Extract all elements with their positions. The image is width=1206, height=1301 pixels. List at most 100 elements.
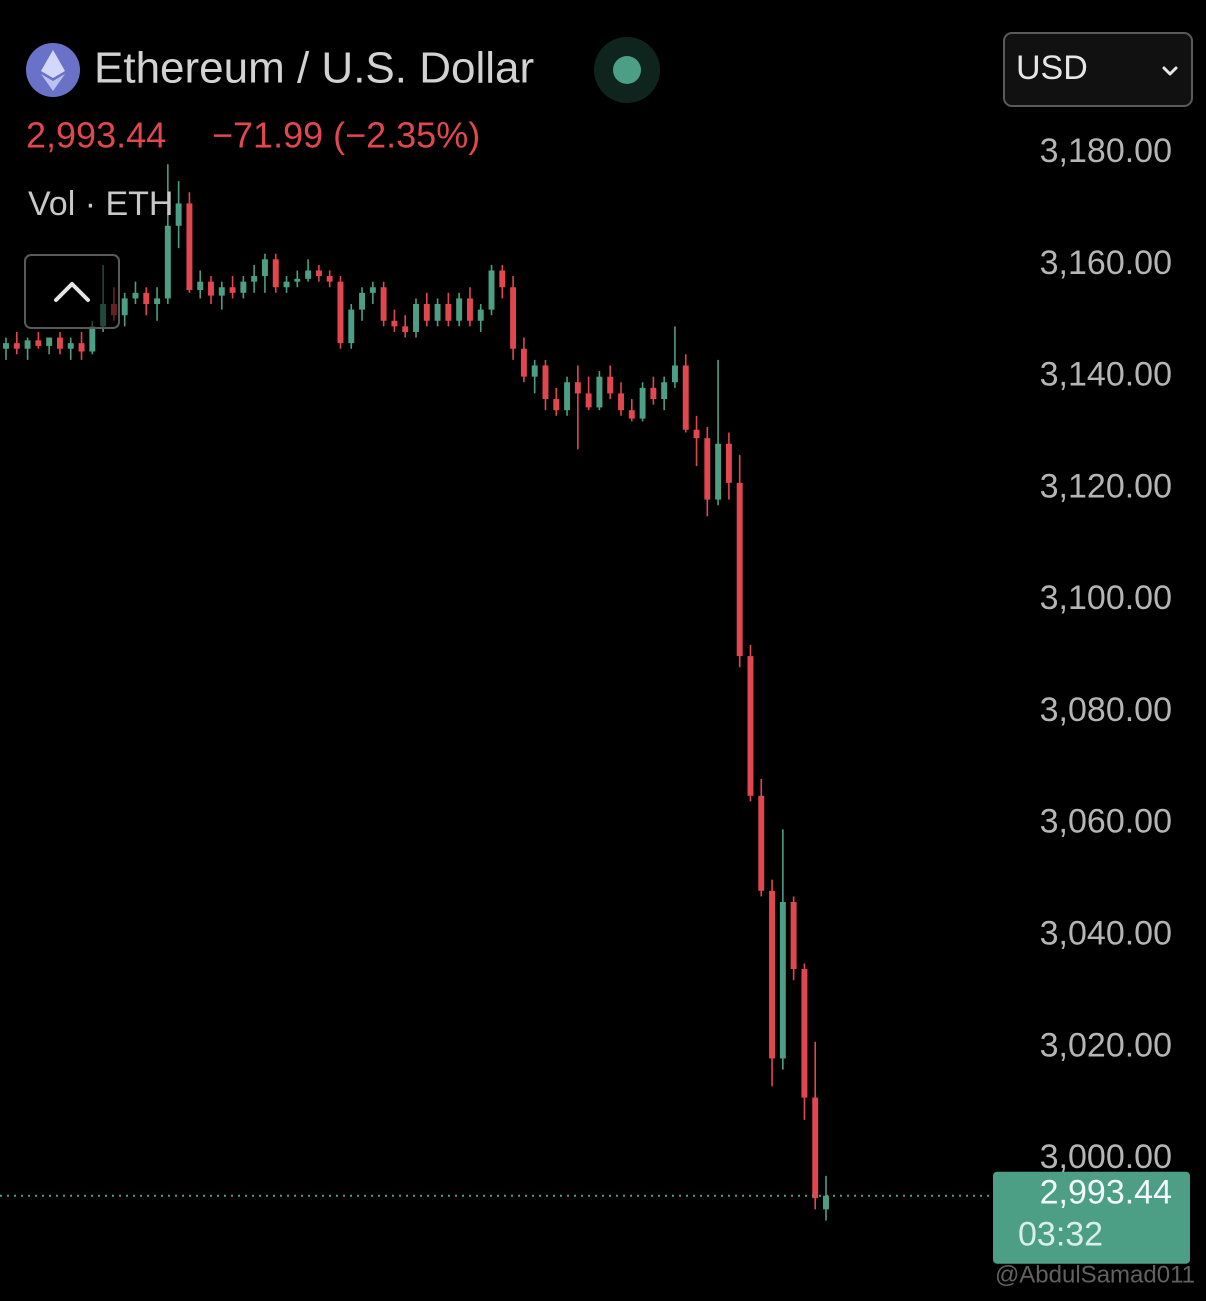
y-tick-label: 3,140.00 — [1040, 356, 1172, 394]
candle-body — [650, 387, 657, 400]
candle-body — [790, 901, 797, 970]
candle-body — [445, 304, 452, 321]
candle-body — [596, 376, 603, 408]
candle-body — [35, 340, 42, 346]
candle-body — [628, 410, 635, 419]
candle-body — [154, 298, 161, 305]
candle-body — [769, 890, 776, 1059]
collapse-button[interactable] — [24, 254, 120, 329]
candle-body — [326, 276, 333, 282]
collapse-button-frame[interactable] — [24, 254, 120, 329]
header: Ethereum / U.S. Dollar 2,993.44 −71.99 (… — [24, 32, 1193, 329]
candle-body — [607, 376, 614, 394]
candle-body — [661, 382, 668, 400]
candle-body — [574, 382, 581, 394]
currency-select[interactable]: USD — [1003, 32, 1193, 107]
candle-body — [240, 281, 247, 293]
chevron-up[interactable] — [54, 282, 90, 302]
candle-body — [402, 326, 409, 332]
candle-body — [391, 320, 398, 327]
candle-body — [434, 304, 441, 321]
candle-body — [499, 270, 506, 288]
candle-body — [229, 287, 236, 293]
candle-body — [682, 365, 689, 430]
candle-body — [197, 281, 204, 291]
candle-body — [78, 343, 85, 352]
candle-body — [801, 969, 808, 1098]
candle-body — [553, 399, 560, 411]
candle-body — [132, 292, 139, 299]
candle-body — [56, 337, 63, 349]
candle-body — [671, 365, 678, 383]
candle-body — [531, 365, 538, 377]
candle-body — [747, 656, 754, 796]
candle-body — [758, 795, 765, 891]
watermark: @AbdulSamad011 — [995, 1261, 1195, 1288]
candle-body — [456, 298, 463, 321]
y-tick-label: 3,180.00 — [1040, 132, 1172, 170]
candle-body — [294, 278, 301, 282]
currency-select-frame[interactable] — [1003, 32, 1193, 107]
candle-body — [67, 343, 74, 349]
candle-body — [369, 287, 376, 293]
candle-body — [725, 443, 732, 483]
last-price-label: 2,993.44 — [1040, 1174, 1172, 1212]
candle-body — [24, 340, 31, 349]
candle-body — [520, 348, 527, 377]
candle-body — [618, 393, 624, 411]
price-axis: 3,000.00 3,020.00 3,040.00 3,060.00 3,080.00… — [1040, 132, 1172, 1176]
candle-body — [315, 270, 322, 277]
candle-body — [715, 443, 722, 500]
candle-body — [175, 203, 182, 226]
candle-body — [380, 287, 387, 321]
candle-body — [121, 298, 128, 316]
y-tick-label: 3,060.00 — [1040, 803, 1172, 841]
candle-body — [423, 304, 430, 321]
candle-body — [348, 309, 355, 344]
candle-body — [488, 270, 495, 310]
candle-body — [164, 225, 171, 299]
y-tick-label: 3,020.00 — [1040, 1026, 1172, 1064]
y-tick-label: 3,120.00 — [1040, 467, 1172, 505]
candle-body — [779, 901, 786, 1059]
y-tick-label: 3,100.00 — [1040, 579, 1172, 617]
chart-title: Ethereum / U.S. Dollar — [94, 44, 534, 93]
volume-label: Vol · ETH — [28, 185, 173, 223]
candle-body — [693, 429, 700, 439]
candle-body — [283, 281, 290, 288]
candle-body — [337, 281, 344, 344]
candle-body — [305, 270, 312, 279]
y-tick-label: 3,040.00 — [1040, 914, 1172, 952]
candle-body — [736, 482, 743, 657]
last-price: 2,993.44 03:32 — [0, 1171, 1190, 1264]
y-tick-label: 3,080.00 — [1040, 691, 1172, 729]
candle-body — [89, 326, 96, 352]
currency-label[interactable]: USD — [1016, 49, 1088, 87]
candle-body — [639, 387, 646, 419]
chevron-down[interactable] — [1162, 66, 1178, 76]
candle-body — [812, 1097, 819, 1199]
price: 2,993.44 — [26, 115, 166, 156]
price-change: −71.99 (−2.35%) — [212, 115, 480, 156]
y-tick-label: 3,000.00 — [1040, 1138, 1172, 1176]
candle-body — [46, 337, 53, 346]
candle-body — [208, 281, 214, 296]
y-tick-label: 3,160.00 — [1040, 244, 1172, 282]
candle-body — [413, 304, 419, 332]
candle-body — [143, 292, 150, 305]
candle-body — [359, 292, 366, 310]
candle-body — [823, 1195, 829, 1210]
candle-body — [564, 382, 571, 411]
eth-icon-shape — [41, 50, 65, 78]
candle-body — [3, 343, 9, 349]
candle-body — [251, 276, 258, 282]
status-dot — [613, 56, 641, 84]
candle-body — [477, 309, 484, 321]
candle-body — [186, 203, 193, 291]
last-price-box — [993, 1171, 1190, 1264]
candle-body — [585, 393, 592, 408]
candle-body — [466, 298, 473, 321]
